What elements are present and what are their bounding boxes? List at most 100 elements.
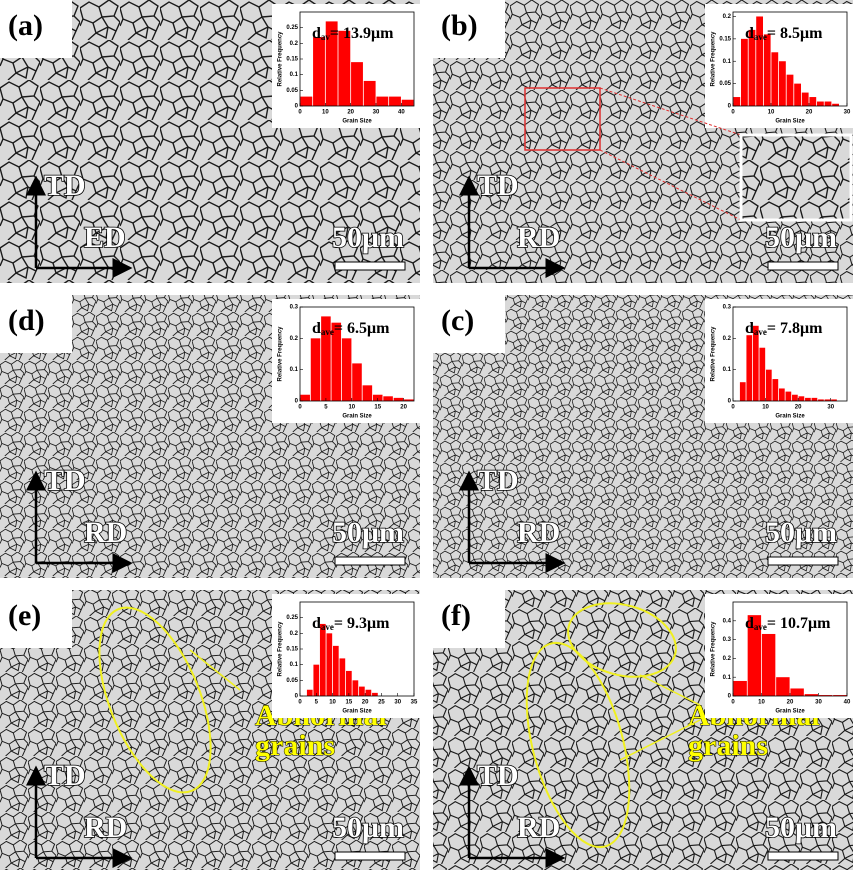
bar [376, 97, 388, 106]
bar [394, 398, 404, 401]
bar [779, 61, 786, 106]
direction-label: RD [517, 811, 560, 844]
y-axis-label: Relative Frequency [711, 31, 717, 87]
scale-bar [335, 852, 405, 860]
x-tick-label: 35 [411, 700, 418, 706]
bar [764, 34, 771, 106]
bar [786, 392, 792, 401]
bar [366, 690, 372, 696]
bar [741, 39, 748, 106]
y-tick-label: 0.1 [723, 59, 732, 65]
x-tick-label: 20 [795, 405, 802, 411]
x-tick-label: 20 [362, 700, 369, 706]
bar [307, 690, 313, 696]
scale-label: 50μm [332, 811, 404, 844]
bar [346, 671, 352, 696]
bar [812, 398, 818, 401]
td-label: TD [44, 169, 86, 202]
bar [792, 395, 798, 401]
y-tick-label: 0.2 [723, 656, 732, 662]
x-tick-label: 30 [373, 110, 380, 116]
bar [756, 16, 763, 106]
panel: (f)TDRD50μmAbnormalgrains00.10.20.30.401… [433, 590, 853, 870]
bar [351, 62, 363, 106]
bar [364, 81, 376, 106]
bar [326, 633, 332, 696]
y-axis-label: Relative Frequency [711, 621, 717, 677]
scale-label: 50μm [765, 516, 837, 549]
y-tick-label: 0.3 [723, 637, 732, 643]
y-tick-label: 0.1 [723, 367, 732, 373]
x-axis-label: Grain Size [342, 709, 372, 715]
x-axis-label: Grain Size [775, 709, 805, 715]
figure: (a)TDED50μm00.050.10.150.20.25010203040G… [0, 0, 853, 870]
d-symbol: d [745, 320, 754, 337]
bar [779, 388, 785, 401]
d-subscript: ave [754, 622, 767, 632]
bar [372, 693, 378, 696]
bar [313, 665, 319, 696]
scale-bar [768, 262, 838, 270]
y-axis-label: Relative Frequency [278, 31, 284, 87]
bar [402, 100, 414, 106]
x-tick-label: 40 [398, 110, 405, 116]
d-symbol: d [312, 320, 321, 337]
bar [353, 680, 359, 696]
y-tick-label: 0.1 [723, 675, 732, 681]
panel-label: (d) [8, 304, 45, 337]
y-tick-label: 0.1 [290, 72, 299, 78]
d-symbol: d [745, 25, 754, 42]
x-tick-label: 30 [844, 110, 851, 116]
scale-bar [335, 262, 405, 270]
scale-label: 50μm [765, 221, 837, 254]
scale-label: 50μm [765, 811, 837, 844]
bar [342, 338, 352, 401]
panel-label: (f) [441, 599, 471, 632]
d-symbol: d [312, 25, 321, 42]
y-tick-label: 0.2 [290, 336, 299, 342]
x-tick-label: 10 [329, 700, 336, 706]
td-label: TD [44, 759, 86, 792]
bar [339, 658, 345, 696]
x-tick-label: 10 [758, 700, 765, 706]
bar [300, 395, 310, 401]
bar [320, 624, 326, 696]
d-value: = 9.3μm [334, 615, 390, 632]
x-tick-label: 20 [347, 110, 354, 116]
annotation: grains [255, 729, 335, 762]
panel-label: (a) [8, 9, 43, 42]
x-tick-label: 20 [806, 110, 813, 116]
y-tick-label: 0.15 [286, 647, 298, 653]
x-tick-label: 10 [322, 110, 329, 116]
scale-bar [768, 557, 838, 565]
d-value: = 8.5μm [767, 25, 823, 42]
scale-label: 50μm [332, 516, 404, 549]
bar [762, 634, 775, 696]
bar [363, 385, 373, 401]
bar [817, 102, 824, 106]
panels: (a)TDED50μm00.050.10.150.20.25010203040G… [0, 0, 853, 870]
x-tick-label: 30 [827, 405, 834, 411]
bar [300, 97, 312, 106]
y-tick-label: 0.05 [719, 81, 731, 87]
y-tick-label: 0.05 [286, 88, 298, 94]
x-tick-label: 10 [768, 110, 775, 116]
bar [771, 52, 778, 106]
bar [389, 97, 401, 106]
x-axis-label: Grain Size [342, 119, 372, 125]
y-tick-label: 0.4 [723, 618, 732, 624]
bar [352, 363, 362, 401]
bar [809, 97, 816, 106]
bar [338, 31, 350, 106]
y-axis-label: Relative Frequency [711, 326, 717, 382]
y-tick-label: 0.25 [286, 25, 298, 31]
y-tick-label: 0.1 [290, 662, 299, 668]
y-tick-label: 0.25 [286, 615, 298, 621]
direction-label: RD [517, 221, 560, 254]
bar [740, 382, 746, 401]
bar [790, 688, 803, 696]
d-value: = 13.9μm [330, 25, 394, 42]
td-label: TD [44, 464, 86, 497]
